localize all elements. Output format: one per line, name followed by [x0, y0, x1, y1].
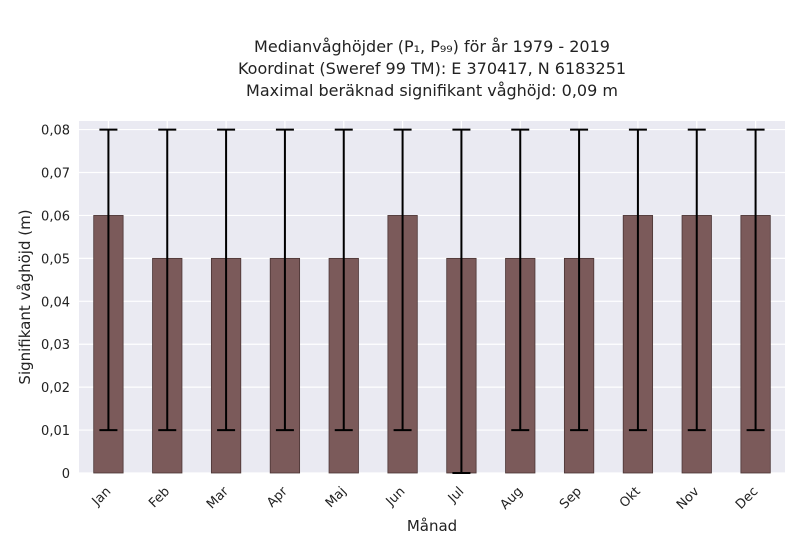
- x-tick-label: Jul: [445, 484, 467, 506]
- plot-area: [79, 121, 785, 473]
- chart-title: Medianvåghöjder (P₁, P₉₉) för år 1979 - …: [238, 37, 626, 100]
- x-axis-ticks: Jan Feb Mar Apr Maj Jun Jul Aug Sep Okt Nov Dec: [89, 484, 762, 513]
- x-tick-label: Jun: [383, 484, 409, 510]
- x-tick-label: Feb: [146, 484, 173, 511]
- x-tick-label: Dec: [733, 484, 761, 512]
- y-tick-label: 0,08: [41, 124, 70, 139]
- y-tick-label: 0,05: [41, 252, 70, 267]
- title-line-1: Medianvåghöjder (P₁, P₉₉) för år 1979 - …: [254, 37, 610, 56]
- y-axis-label: Signifikant våghöjd (m): [16, 209, 34, 384]
- x-tick-label: Maj: [323, 484, 350, 511]
- y-tick-label: 0: [62, 467, 70, 482]
- y-axis-ticks: 0 0,01 0,02 0,03 0,04 0,05 0,06 0,07 0,08: [41, 124, 70, 482]
- x-tick-label: Aug: [498, 484, 527, 513]
- y-tick-label: 0,02: [41, 381, 70, 396]
- y-tick-label: 0,03: [41, 338, 70, 353]
- y-tick-label: 0,06: [41, 209, 70, 224]
- x-tick-label: Nov: [674, 484, 703, 513]
- x-tick-label: Sep: [557, 484, 585, 512]
- x-axis-label: Månad: [407, 517, 457, 535]
- x-tick-label: Apr: [264, 484, 291, 511]
- y-tick-label: 0,07: [41, 167, 70, 182]
- x-tick-label: Okt: [617, 484, 644, 511]
- title-line-3: Maximal beräknad signifikant våghöjd: 0,…: [246, 81, 618, 100]
- x-tick-label: Mar: [204, 484, 232, 512]
- y-tick-label: 0,04: [41, 295, 70, 310]
- title-line-2: Koordinat (Sweref 99 TM): E 370417, N 61…: [238, 59, 626, 78]
- y-tick-label: 0,01: [41, 424, 70, 439]
- x-tick-label: Jan: [89, 484, 114, 509]
- error-bars: [99, 128, 765, 474]
